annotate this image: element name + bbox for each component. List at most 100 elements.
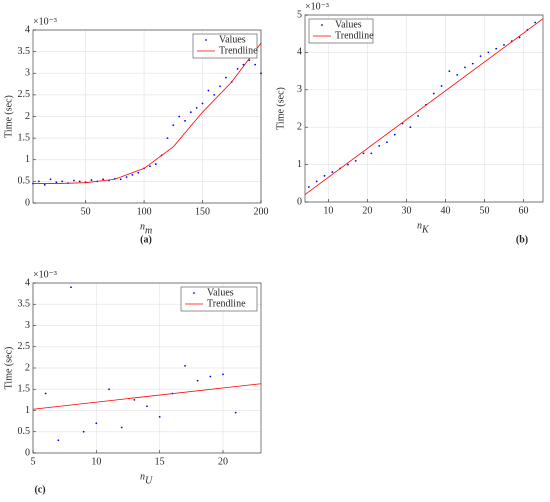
x-tick-label: 10 bbox=[323, 205, 333, 216]
data-point bbox=[154, 163, 157, 165]
y-tick-label: 0 bbox=[25, 447, 30, 458]
x-axis-label-subscript: U bbox=[145, 475, 153, 486]
data-point bbox=[464, 66, 466, 69]
y-tick-label: 3 bbox=[25, 68, 30, 79]
x-tick-label: 15 bbox=[155, 456, 165, 467]
data-point bbox=[189, 111, 192, 114]
x-axis-label-subscript: K bbox=[421, 224, 430, 235]
data-point bbox=[495, 47, 498, 50]
data-point bbox=[43, 183, 46, 186]
data-point bbox=[119, 178, 122, 181]
data-point bbox=[37, 180, 40, 183]
data-point bbox=[370, 152, 373, 155]
y-tick-label: 4 bbox=[297, 47, 302, 58]
data-point bbox=[503, 44, 505, 46]
legend-label: Trendline bbox=[219, 45, 258, 56]
legend-box bbox=[180, 286, 258, 312]
data-point bbox=[184, 119, 186, 122]
x-tick-label: 5 bbox=[31, 456, 36, 467]
x-tick-label: 100 bbox=[137, 206, 152, 217]
data-point bbox=[125, 176, 128, 178]
data-point bbox=[347, 163, 349, 166]
data-point bbox=[61, 180, 64, 183]
y-tick-label: 1.5 bbox=[18, 384, 31, 395]
x-axis-label-subscript: m bbox=[145, 225, 152, 236]
x-axis-label: n bbox=[140, 471, 145, 482]
data-point bbox=[479, 55, 482, 58]
y-tick-label: 3.5 bbox=[18, 299, 31, 310]
data-point bbox=[331, 171, 334, 173]
data-point bbox=[378, 145, 381, 147]
data-point bbox=[82, 430, 85, 433]
y-tick-label: 2.5 bbox=[18, 341, 31, 352]
x-tick-label: 20 bbox=[218, 456, 228, 467]
data-point bbox=[44, 392, 47, 395]
legend-box bbox=[192, 33, 258, 59]
data-point bbox=[108, 388, 110, 391]
data-point bbox=[55, 181, 58, 184]
data-point bbox=[219, 85, 221, 88]
data-point bbox=[146, 405, 148, 408]
data-point bbox=[222, 373, 224, 376]
legend-marker bbox=[205, 39, 207, 41]
caption: (a) bbox=[140, 234, 152, 245]
y-tick-label: 2 bbox=[25, 362, 30, 373]
data-point bbox=[417, 115, 420, 117]
legend-marker bbox=[321, 24, 323, 26]
x-tick-label: 20 bbox=[362, 205, 372, 216]
x-tick-label: 10 bbox=[91, 456, 101, 467]
data-point bbox=[57, 439, 60, 442]
trendline bbox=[32, 383, 262, 410]
y-axis-label: Time (sec) bbox=[275, 87, 286, 130]
data-point bbox=[201, 102, 204, 105]
data-point bbox=[487, 51, 490, 54]
data-point bbox=[133, 398, 136, 401]
plot-area bbox=[305, 15, 543, 202]
data-point bbox=[196, 379, 199, 382]
caption: (c) bbox=[34, 484, 45, 495]
caption: (b) bbox=[516, 234, 528, 245]
y-tick-label: 1 bbox=[25, 405, 30, 416]
x-tick-label: 50 bbox=[479, 205, 489, 216]
data-point bbox=[354, 159, 357, 162]
y-tick-label: 0 bbox=[297, 196, 302, 207]
x-axis-label: n bbox=[140, 221, 145, 232]
data-point bbox=[70, 286, 72, 289]
y-tick-label: 2 bbox=[25, 111, 30, 122]
x-tick-label: 50 bbox=[81, 206, 91, 217]
y-tick-label: 5 bbox=[297, 9, 302, 20]
x-tick-label: 40 bbox=[440, 205, 450, 216]
axes-frame bbox=[304, 14, 544, 203]
data-point bbox=[166, 137, 169, 140]
x-tick-label: 200 bbox=[254, 206, 269, 217]
y-tick-label: 1 bbox=[25, 154, 30, 165]
y-tick-label: 0.5 bbox=[18, 176, 31, 187]
legend-label: Values bbox=[207, 287, 234, 298]
legend-label: Trendline bbox=[335, 30, 374, 41]
axes-frame bbox=[32, 29, 262, 204]
x-tick-label: 150 bbox=[195, 206, 210, 217]
y-scale-label: ×10⁻³ bbox=[33, 269, 57, 280]
data-point bbox=[471, 62, 474, 65]
data-point bbox=[102, 178, 105, 181]
data-point bbox=[178, 115, 181, 118]
data-point bbox=[137, 171, 140, 174]
y-tick-label: 3.5 bbox=[18, 46, 31, 57]
y-tick-label: 0 bbox=[25, 197, 30, 208]
legend-label: Trendline bbox=[207, 298, 246, 309]
data-point bbox=[225, 76, 227, 79]
data-point bbox=[158, 415, 161, 418]
data-point bbox=[362, 152, 365, 155]
data-point bbox=[518, 36, 521, 39]
data-point bbox=[78, 180, 81, 183]
y-tick-label: 1 bbox=[297, 159, 302, 170]
data-point bbox=[234, 411, 237, 414]
data-point bbox=[149, 165, 151, 168]
y-tick-label: 3 bbox=[297, 84, 302, 95]
axes-frame bbox=[32, 282, 262, 454]
trendline bbox=[33, 42, 262, 184]
y-axis-label: Time (sec) bbox=[3, 95, 14, 138]
data-point bbox=[95, 422, 98, 425]
data-point bbox=[248, 59, 251, 62]
y-tick-label: 2 bbox=[297, 121, 302, 132]
